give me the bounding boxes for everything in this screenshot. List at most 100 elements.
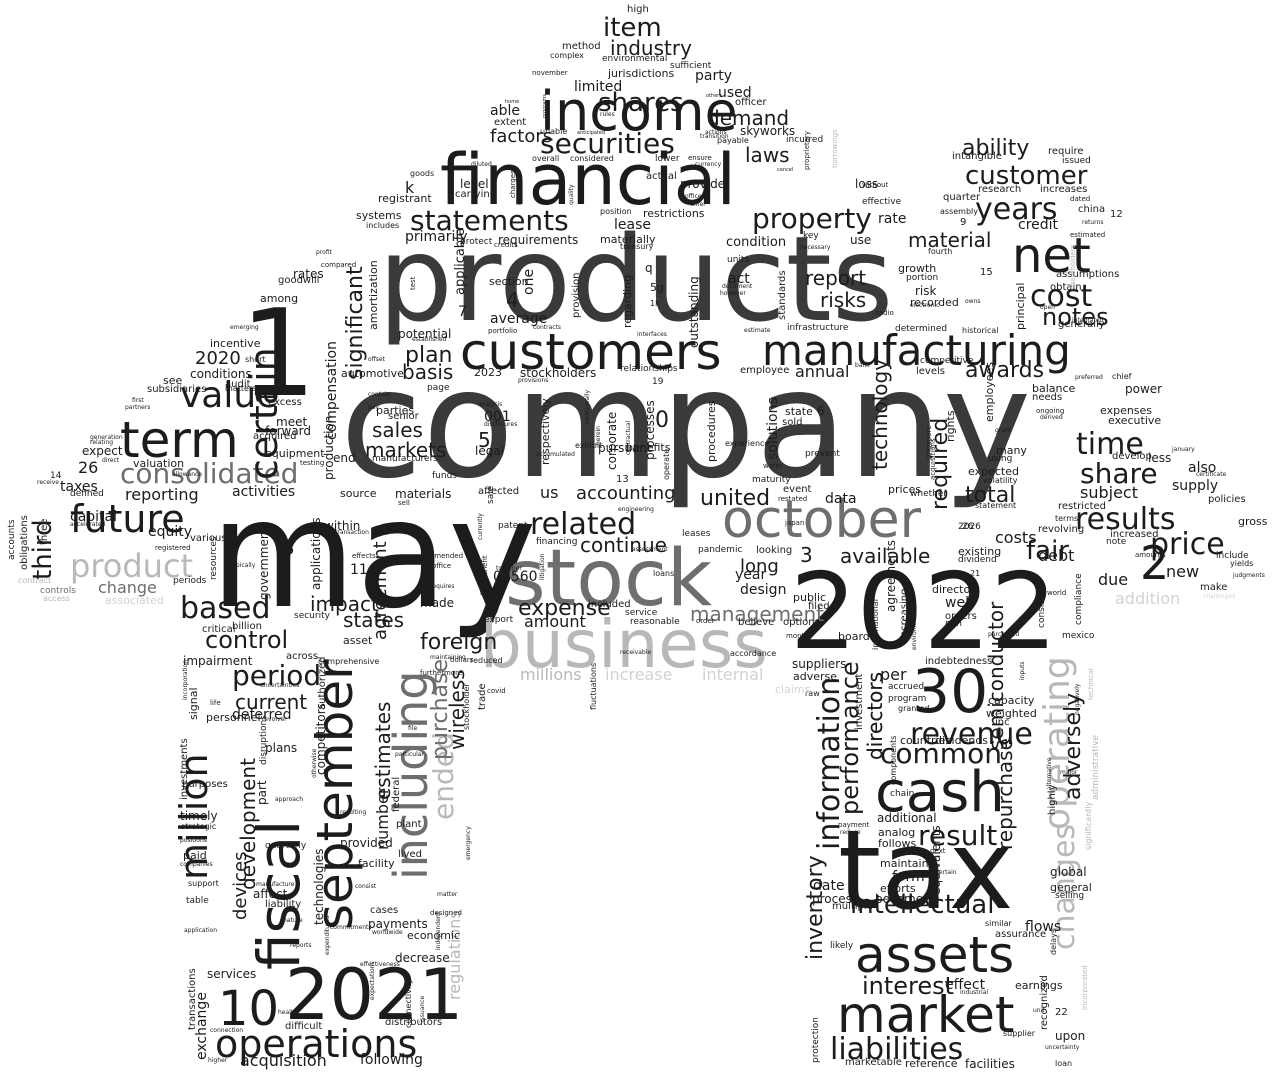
- word: accrued: [888, 682, 925, 692]
- word: judgments: [1233, 572, 1265, 579]
- word: sales: [372, 418, 423, 442]
- word: extent: [494, 117, 527, 128]
- word: shares: [598, 88, 684, 118]
- word: periods: [173, 576, 207, 586]
- word: infrastructure: [787, 323, 849, 333]
- word: contain: [368, 391, 391, 398]
- word: fair: [1026, 536, 1069, 566]
- word: executive: [1108, 414, 1162, 427]
- word: incentive: [210, 337, 261, 350]
- word: used: [718, 85, 752, 101]
- word: international: [871, 599, 880, 650]
- word: office: [432, 562, 452, 570]
- word: mexico: [1062, 631, 1095, 641]
- word: company: [340, 338, 1032, 512]
- word: typically: [230, 562, 256, 569]
- word: home: [505, 99, 520, 105]
- word: supplier: [1003, 1029, 1036, 1038]
- word: strategic: [181, 822, 217, 831]
- word: decrease: [395, 951, 450, 965]
- word: result: [918, 819, 998, 852]
- word: distributors: [385, 1017, 443, 1028]
- word: connection: [210, 1027, 244, 1034]
- word: see: [163, 374, 183, 387]
- word: adverse: [793, 670, 838, 683]
- word: certificate: [1196, 471, 1227, 478]
- word: plans: [265, 741, 298, 755]
- word: accounting: [576, 483, 676, 504]
- word: estimate: [744, 327, 771, 334]
- word: otherwise: [311, 748, 318, 778]
- word: risks: [820, 288, 867, 312]
- word: term: [120, 411, 239, 469]
- word: receive: [37, 479, 59, 486]
- word: derived: [1040, 414, 1063, 421]
- word: basis: [402, 360, 454, 384]
- word: applicable: [453, 228, 468, 295]
- word: note: [1106, 537, 1127, 547]
- word: key: [803, 231, 819, 241]
- word: assurance: [995, 929, 1047, 940]
- word: notes: [1042, 303, 1109, 331]
- word: affect: [253, 887, 288, 901]
- word: reporting: [125, 485, 199, 504]
- word: currency: [695, 161, 722, 168]
- word: wafer: [763, 462, 783, 470]
- word: technology: [868, 358, 892, 470]
- word: growth: [898, 262, 937, 275]
- word: tax: [838, 806, 1014, 934]
- word: included: [588, 599, 631, 610]
- word: cancel: [777, 167, 794, 173]
- word: directors: [863, 671, 887, 760]
- word: share: [1080, 457, 1158, 490]
- word: employee: [740, 365, 790, 376]
- word: property: [752, 202, 872, 235]
- word: total: [965, 483, 1016, 508]
- word: follows: [878, 837, 917, 850]
- word: conditions: [190, 367, 252, 381]
- word: impairment: [183, 654, 253, 668]
- word: assets: [855, 926, 1015, 984]
- word: defined: [70, 489, 104, 499]
- word: payable: [717, 136, 749, 145]
- word: export: [484, 615, 514, 625]
- word: expected: [968, 465, 1019, 478]
- word: reduce: [840, 829, 861, 836]
- word: control: [205, 626, 289, 654]
- word: commitments: [330, 924, 372, 931]
- word: related: [530, 507, 637, 542]
- word: positions: [180, 837, 207, 844]
- word: primarily: [405, 229, 468, 245]
- word: products: [378, 210, 894, 348]
- word: meet: [276, 415, 308, 429]
- word: fluctuations: [589, 662, 598, 710]
- word: gross: [1238, 515, 1268, 528]
- word: increased: [1110, 529, 1159, 540]
- word: registrant: [378, 192, 432, 205]
- word: portfolio: [488, 327, 518, 335]
- word: terms: [1055, 514, 1079, 523]
- word: affected: [478, 486, 520, 497]
- word: patent: [498, 521, 528, 531]
- word: acquisition: [240, 1051, 327, 1070]
- word: loans: [653, 569, 675, 578]
- word: manufacturing: [762, 326, 1071, 375]
- word: factors: [490, 126, 553, 147]
- word: protect: [460, 237, 493, 247]
- word: form: [892, 869, 925, 885]
- word: among: [260, 292, 299, 305]
- word: section: [489, 275, 529, 288]
- word: 26: [78, 458, 99, 477]
- word: technical: [1087, 668, 1095, 700]
- word: use: [850, 233, 872, 247]
- word: exhibit: [575, 441, 603, 450]
- word: compliance: [1074, 573, 1084, 625]
- word: part: [255, 780, 269, 805]
- word: officer: [735, 97, 767, 108]
- word: parties: [376, 404, 415, 417]
- word: rules: [600, 111, 615, 118]
- word: amortization: [367, 260, 380, 330]
- word: difficult: [285, 1021, 323, 1032]
- word: sufficient: [670, 61, 712, 71]
- word: suppliers: [792, 657, 847, 671]
